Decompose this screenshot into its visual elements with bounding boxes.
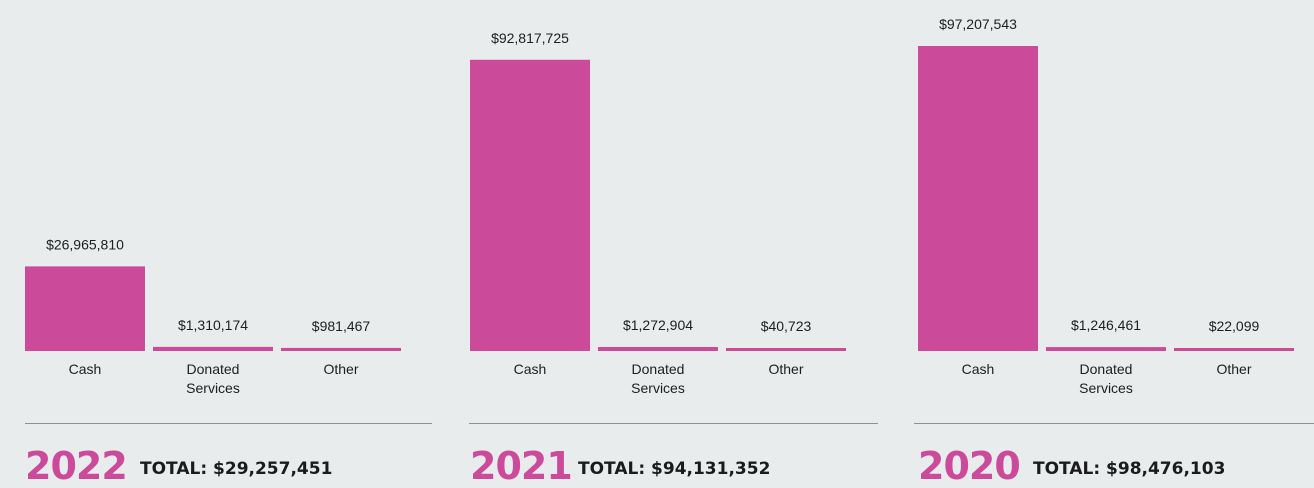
category-label: Services	[1079, 380, 1133, 396]
bar-value-label: $1,272,904	[623, 317, 693, 333]
category-label: Services	[631, 380, 685, 396]
bar-2	[281, 347, 401, 351]
total-label: TOTAL: $94,131,352	[578, 459, 771, 479]
bar-0	[470, 59, 590, 352]
bar-value-label: $40,723	[761, 318, 812, 334]
bar-value-label: $1,310,174	[178, 317, 248, 333]
category-label: Cash	[962, 361, 995, 377]
bar-value-label: $97,207,543	[939, 16, 1017, 32]
chart-panel-2021: $92,817,725 Cash $1,272,904 Donated Services…	[469, 0, 880, 488]
bar-0	[918, 46, 1038, 351]
bar-value-label: $981,467	[312, 318, 371, 334]
category-label: Donated	[187, 361, 240, 377]
chart-panel-2022: $26,965,810 Cash $1,310,174 Donated Services…	[25, 0, 435, 487]
bar-value-label: $22,099	[1209, 318, 1260, 334]
category-label: Cash	[69, 361, 102, 377]
bar-value-label: $26,965,810	[46, 236, 124, 252]
bar-0	[25, 266, 145, 351]
bar-chart-2021: $92,817,725 Cash $1,272,904 Donated Services…	[470, 30, 846, 396]
bar-1	[598, 347, 718, 351]
bar-1	[153, 346, 273, 351]
chart-panel-2020: $97,207,543 Cash $1,246,461 Donated Services…	[914, 0, 1314, 488]
total-label: TOTAL: $98,476,103	[1033, 459, 1226, 479]
bar-2	[726, 348, 846, 351]
bar-chart-2020: $97,207,543 Cash $1,246,461 Donated Services…	[918, 16, 1294, 396]
bar-value-label: $92,817,725	[491, 30, 569, 46]
year-label: 2022	[25, 444, 128, 488]
bar-1	[1046, 347, 1166, 351]
category-label: Other	[1216, 361, 1251, 377]
category-label: Cash	[514, 361, 547, 377]
divider-line	[914, 423, 1314, 424]
category-label: Other	[768, 361, 803, 377]
bar-chart-2022: $26,965,810 Cash $1,310,174 Donated Services…	[25, 236, 401, 396]
bar-2	[1174, 348, 1294, 351]
total-label: TOTAL: $29,257,451	[140, 459, 333, 479]
category-label: Services	[186, 380, 240, 396]
divider-line	[25, 423, 432, 424]
category-label: Donated	[1080, 361, 1133, 377]
category-label: Other	[323, 361, 358, 377]
year-label: 2021	[470, 444, 573, 488]
year-label: 2020	[918, 444, 1021, 488]
divider-line	[469, 423, 878, 424]
bar-value-label: $1,246,461	[1071, 317, 1141, 333]
category-label: Donated	[632, 361, 685, 377]
